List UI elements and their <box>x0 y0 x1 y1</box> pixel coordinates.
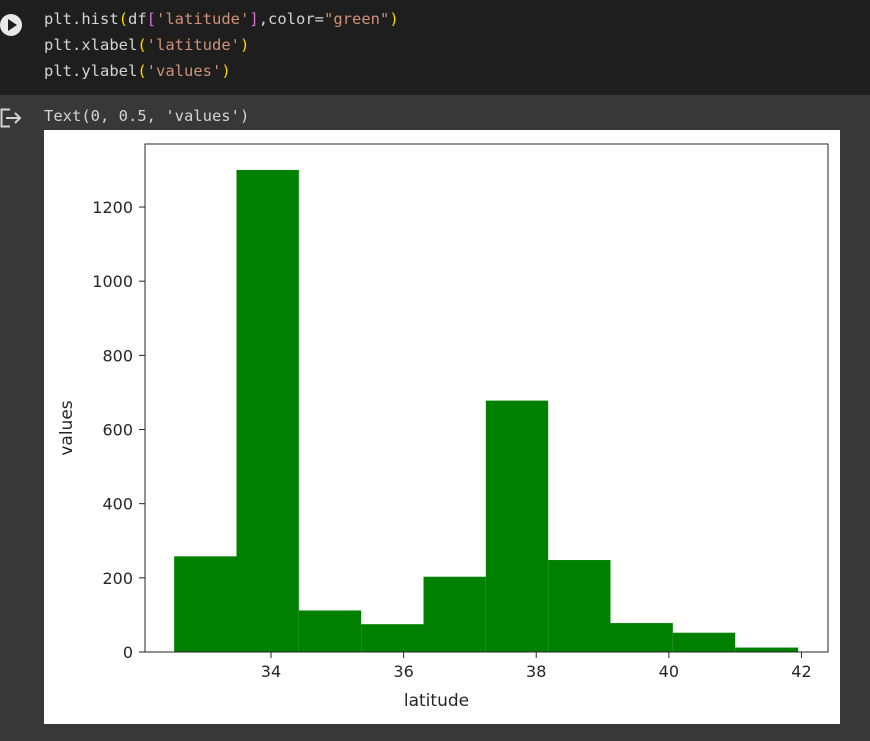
code-token: ( <box>137 62 147 80</box>
y-axis-label: values <box>57 400 77 455</box>
histogram-bar <box>548 560 611 652</box>
code-token: ) <box>389 10 399 28</box>
code-line: plt.ylabel('values') <box>44 58 399 84</box>
code-cell[interactable]: plt.hist(df['latitude'],color="green") pl… <box>0 0 870 95</box>
code-token: ) <box>240 36 250 54</box>
y-tick-label: 0 <box>123 643 133 662</box>
x-tick-label: 42 <box>791 662 811 681</box>
histogram-bar <box>174 556 237 652</box>
code-token: [ <box>146 10 157 28</box>
histogram-chart: 34 36 38 40 42 0 200 400 600 800 1000 1200 latitude v… <box>57 143 829 711</box>
histogram-bar <box>485 400 549 652</box>
y-tick-label: 1200 <box>92 198 133 217</box>
histogram-bar <box>236 169 299 652</box>
y-tick-label: 400 <box>102 495 133 514</box>
code-token: ] <box>249 10 259 28</box>
code-line: plt.hist(df['latitude'],color="green") <box>44 6 399 32</box>
x-tick-label: 40 <box>659 662 679 681</box>
code-token: "green" <box>324 10 390 28</box>
code-token: df <box>128 10 147 28</box>
y-tick-label: 800 <box>102 346 133 365</box>
code-token: plt.ylabel <box>44 62 138 80</box>
code-token: 'values' <box>146 62 222 80</box>
histogram-bar <box>298 610 362 652</box>
y-tick-label: 600 <box>102 421 133 440</box>
x-axis-label: latitude <box>404 691 469 711</box>
code-token: 'latitude' <box>156 10 250 28</box>
output-toggle-icon[interactable] <box>0 108 22 128</box>
histogram-bar <box>610 623 673 652</box>
code-token: 'latitude' <box>146 36 240 54</box>
code-token: ( <box>137 36 147 54</box>
y-tick-label: 200 <box>102 569 133 588</box>
code-token: plt.xlabel <box>44 36 138 54</box>
histogram-bar <box>735 647 799 652</box>
plot-frame <box>144 143 829 653</box>
code-editor[interactable]: plt.hist(df['latitude'],color="green") pl… <box>44 6 399 84</box>
x-tick-label: 38 <box>526 662 546 681</box>
y-tick-label: 1000 <box>92 272 133 291</box>
output-text: Text(0, 0.5, 'values') <box>44 107 250 125</box>
histogram-figure: 34 36 38 40 42 0 200 400 600 800 1000 1200 latitude v… <box>44 130 840 724</box>
code-token: ,color= <box>258 10 325 28</box>
histogram-bar <box>672 632 736 652</box>
code-token: ) <box>221 62 231 80</box>
histogram-bar <box>423 576 486 652</box>
x-tick-label: 34 <box>261 662 281 681</box>
run-cell-button[interactable] <box>0 14 22 36</box>
x-tick-label: 36 <box>393 662 413 681</box>
code-line: plt.xlabel('latitude') <box>44 32 399 58</box>
code-token: plt.hist <box>44 10 119 28</box>
histogram-bar <box>361 624 424 652</box>
code-token: ( <box>118 10 128 28</box>
